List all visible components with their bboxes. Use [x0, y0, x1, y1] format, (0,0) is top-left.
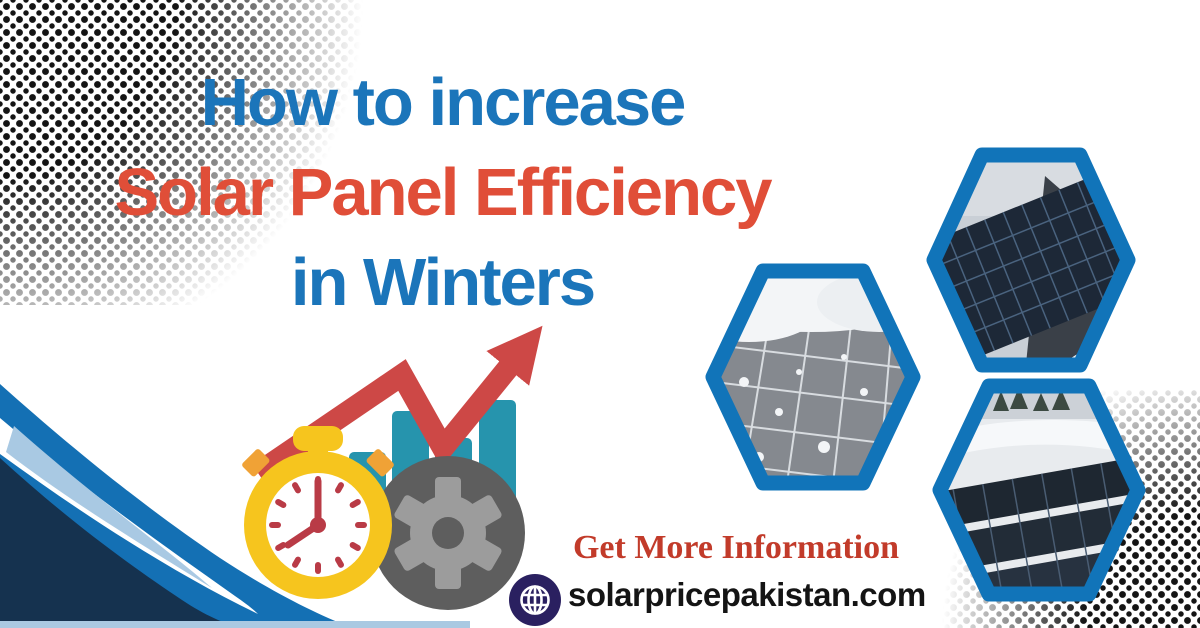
headline: How to increase Solar Panel Efficiency i… — [40, 58, 845, 328]
solar-panel-photo-hexagon-top — [926, 147, 1136, 373]
headline-line-2: Solar Panel Efficiency — [114, 155, 772, 230]
solar-panel-photo-hexagon-bottom — [932, 378, 1146, 602]
headline-line-1: How to increase — [200, 65, 687, 140]
growth-illustration — [242, 325, 543, 610]
headline-line-3: in Winters — [290, 245, 596, 320]
growth-arrow-icon — [251, 325, 543, 483]
solar-panel-photo-hexagon-left — [705, 263, 921, 491]
halftone-dots-top-left — [0, 0, 385, 305]
globe-icon — [509, 574, 561, 626]
gear-icon — [371, 456, 525, 610]
stopwatch-icon — [242, 426, 394, 599]
website-text: solarpricepakistan.com — [568, 576, 926, 613]
cta-text: Get More Information — [572, 529, 900, 566]
corner-wave-decoration — [0, 384, 470, 628]
